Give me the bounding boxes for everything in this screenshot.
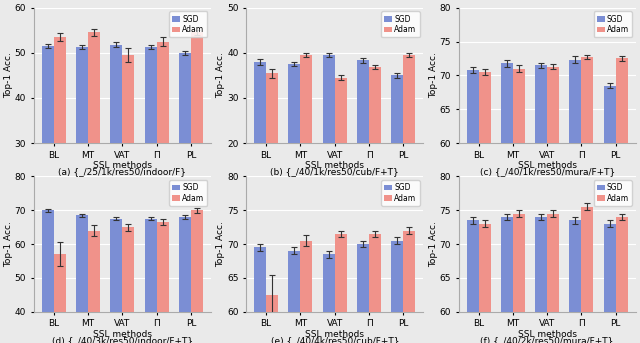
Bar (289, 64, 300, 233)
Bar (42, 46, 54, 279)
Bar (76, 47, 88, 279)
Bar (179, 53, 191, 279)
Bar (335, 234, 347, 343)
Bar (604, 224, 616, 343)
X-axis label: SSL methods: SSL methods (518, 330, 577, 339)
Bar (604, 85, 616, 343)
Bar (357, 60, 369, 233)
Bar (157, 42, 169, 279)
Legend: SGD, Adam: SGD, Adam (169, 11, 207, 37)
Legend: SGD, Adam: SGD, Adam (381, 180, 420, 206)
Bar (403, 230, 415, 343)
Y-axis label: Top-1 Acc.: Top-1 Acc. (216, 52, 225, 98)
Bar (357, 244, 369, 343)
Bar (391, 75, 403, 233)
Text: (b) {_/40/1k/res50/cub/F+T}: (b) {_/40/1k/res50/cub/F+T} (270, 167, 399, 176)
Text: (d) {_/40/3k/res50/indoor/F+T}: (d) {_/40/3k/res50/indoor/F+T} (52, 336, 193, 343)
X-axis label: SSL methods: SSL methods (518, 161, 577, 170)
Bar (88, 230, 100, 343)
Bar (54, 37, 66, 279)
Bar (54, 254, 66, 343)
Y-axis label: Top-1 Acc.: Top-1 Acc. (429, 221, 438, 267)
Bar (254, 248, 266, 343)
Bar (479, 224, 491, 343)
Bar (42, 210, 54, 343)
Bar (110, 219, 122, 343)
Bar (513, 69, 525, 343)
Bar (369, 234, 381, 343)
Bar (191, 33, 203, 279)
Bar (616, 217, 628, 343)
Bar (300, 55, 312, 233)
Bar (157, 222, 169, 343)
Bar (570, 221, 582, 343)
Bar (467, 70, 479, 343)
Bar (122, 227, 134, 343)
Bar (191, 210, 203, 343)
Bar (76, 215, 88, 343)
Y-axis label: Top-1 Acc.: Top-1 Acc. (4, 221, 13, 267)
Bar (323, 55, 335, 233)
Legend: SGD, Adam: SGD, Adam (594, 180, 632, 206)
Bar (513, 214, 525, 343)
Bar (535, 217, 547, 343)
Bar (547, 67, 559, 343)
X-axis label: SSL methods: SSL methods (93, 330, 152, 339)
Bar (145, 219, 157, 343)
Bar (266, 73, 278, 233)
Bar (122, 55, 134, 279)
Bar (254, 62, 266, 233)
Bar (616, 58, 628, 343)
Bar (88, 33, 100, 279)
Bar (145, 47, 157, 279)
Text: (f) {_/40/2k/res50/mura/F+T}: (f) {_/40/2k/res50/mura/F+T} (481, 336, 614, 343)
Legend: SGD, Adam: SGD, Adam (169, 180, 207, 206)
Bar (110, 45, 122, 279)
Bar (501, 217, 513, 343)
Text: (c) {_/40/1k/res50/mura/F+T}: (c) {_/40/1k/res50/mura/F+T} (479, 167, 615, 176)
Y-axis label: Top-1 Acc.: Top-1 Acc. (4, 52, 13, 98)
Y-axis label: Top-1 Acc.: Top-1 Acc. (429, 52, 438, 98)
Bar (266, 295, 278, 343)
Bar (403, 55, 415, 233)
X-axis label: SSL methods: SSL methods (93, 161, 152, 170)
Bar (391, 241, 403, 343)
X-axis label: SSL methods: SSL methods (305, 161, 364, 170)
Bar (335, 78, 347, 233)
Bar (570, 60, 582, 343)
Bar (369, 67, 381, 233)
Bar (289, 251, 300, 343)
Bar (467, 221, 479, 343)
Bar (179, 217, 191, 343)
Bar (323, 254, 335, 343)
Legend: SGD, Adam: SGD, Adam (381, 11, 420, 37)
Y-axis label: Top-1 Acc.: Top-1 Acc. (216, 221, 225, 267)
Bar (582, 57, 593, 343)
Legend: SGD, Adam: SGD, Adam (594, 11, 632, 37)
X-axis label: SSL methods: SSL methods (305, 330, 364, 339)
Bar (535, 65, 547, 343)
Bar (582, 207, 593, 343)
Bar (300, 241, 312, 343)
Text: (a) {_/25/1k/res50/indoor/F}: (a) {_/25/1k/res50/indoor/F} (58, 167, 186, 176)
Bar (547, 214, 559, 343)
Bar (501, 63, 513, 343)
Bar (479, 72, 491, 343)
Text: (e) {_/40/4k/res50/cub/F+T}: (e) {_/40/4k/res50/cub/F+T} (271, 336, 399, 343)
